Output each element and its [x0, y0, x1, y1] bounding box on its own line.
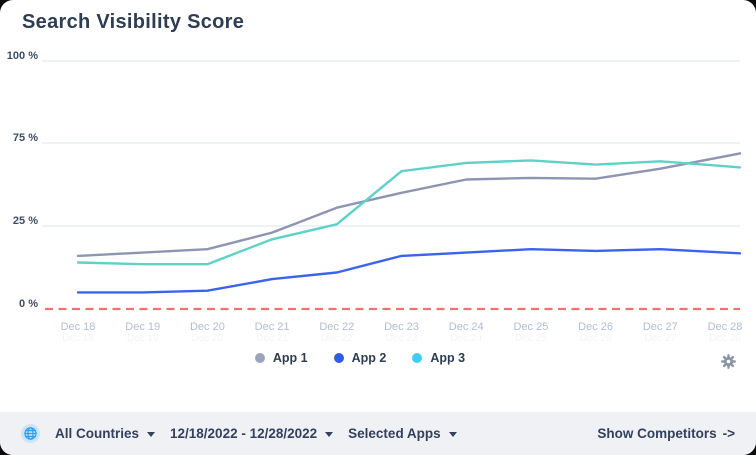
- x-axis-label: Dec 20: [190, 321, 225, 333]
- x-axis-label: Dec 19: [125, 321, 160, 333]
- legend-dot-app-2-icon: [333, 353, 344, 363]
- gear-icon: [721, 354, 736, 369]
- x-axis-label: Dec 27: [643, 321, 678, 333]
- country-filter-label: All Countries: [55, 426, 140, 441]
- chevron-down-icon: [448, 431, 457, 437]
- filter-bar: All Countries 12/18/2022 - 12/28/2022 Se…: [0, 412, 756, 455]
- legend-dot-app-3-icon: [412, 353, 423, 363]
- x-axis-sublabel: Dec 21: [256, 333, 288, 344]
- arrow-right-icon: ->: [722, 426, 735, 441]
- y-tick-label: 100 %: [7, 50, 38, 62]
- x-axis-label: Dec 23: [384, 321, 419, 333]
- legend-label-app-2: App 2: [351, 351, 387, 365]
- legend-item-app-3[interactable]: App 3: [412, 351, 465, 365]
- y-tick-label: 25 %: [13, 215, 38, 227]
- x-axis-sublabel: Dec 28: [709, 333, 741, 344]
- series-line-app-1: [76, 152, 742, 258]
- x-axis-sublabel: Dec 25: [515, 333, 547, 344]
- x-axis-label: Dec 18: [61, 321, 96, 333]
- legend-label-app-1: App 1: [272, 351, 308, 365]
- y-tick-label: 75 %: [13, 132, 38, 144]
- legend-item-app-1[interactable]: App 1: [254, 351, 308, 365]
- show-competitors-link[interactable]: Show Competitors ->: [597, 426, 735, 441]
- show-competitors-label: Show Competitors: [597, 426, 717, 441]
- page-title: Search Visibility Score: [22, 11, 245, 33]
- x-axis-sublabel: Dec 22: [321, 333, 353, 344]
- x-axis-sublabel: Dec 26: [580, 333, 612, 344]
- apps-filter-label: Selected Apps: [348, 426, 441, 441]
- filter-bar-left: All Countries 12/18/2022 - 12/28/2022 Se…: [21, 424, 457, 443]
- x-axis-sublabel: Dec 24: [450, 333, 482, 344]
- apps-filter-dropdown[interactable]: Selected Apps: [348, 426, 457, 441]
- series-line-app-2: [76, 247, 742, 294]
- series-line-app-3: [76, 159, 742, 266]
- y-tick-label: 0 %: [19, 298, 38, 310]
- legend-label-app-3: App 3: [430, 351, 466, 365]
- legend: App 1 App 2 App 3: [0, 351, 738, 365]
- x-axis-label: Dec 24: [449, 321, 484, 333]
- country-filter-dropdown[interactable]: All Countries: [55, 426, 156, 441]
- x-axis-sublabel: Dec 18: [62, 333, 94, 344]
- x-axis-sublabel: Dec 19: [127, 333, 159, 344]
- legend-dot-app-1-icon: [254, 353, 265, 363]
- date-range-label: 12/18/2022 - 12/28/2022: [170, 426, 318, 441]
- x-axis-label: Dec 21: [255, 321, 290, 333]
- x-axis-label: Dec 22: [319, 321, 354, 333]
- chevron-down-icon: [325, 431, 334, 437]
- x-axis-label: Dec 26: [578, 321, 613, 333]
- x-axis-sublabel: Dec 20: [192, 333, 224, 344]
- globe-icon: [21, 424, 40, 443]
- date-range-picker[interactable]: 12/18/2022 - 12/28/2022: [170, 426, 334, 441]
- x-axis-sublabel: Dec 27: [644, 333, 676, 344]
- x-axis-label: Dec 28: [708, 321, 743, 333]
- legend-item-app-2[interactable]: App 2: [333, 351, 387, 365]
- x-axis-sublabel: Dec 23: [386, 333, 418, 344]
- x-axis-label: Dec 25: [513, 321, 548, 333]
- settings-button[interactable]: [720, 353, 737, 370]
- chevron-down-icon: [147, 431, 156, 437]
